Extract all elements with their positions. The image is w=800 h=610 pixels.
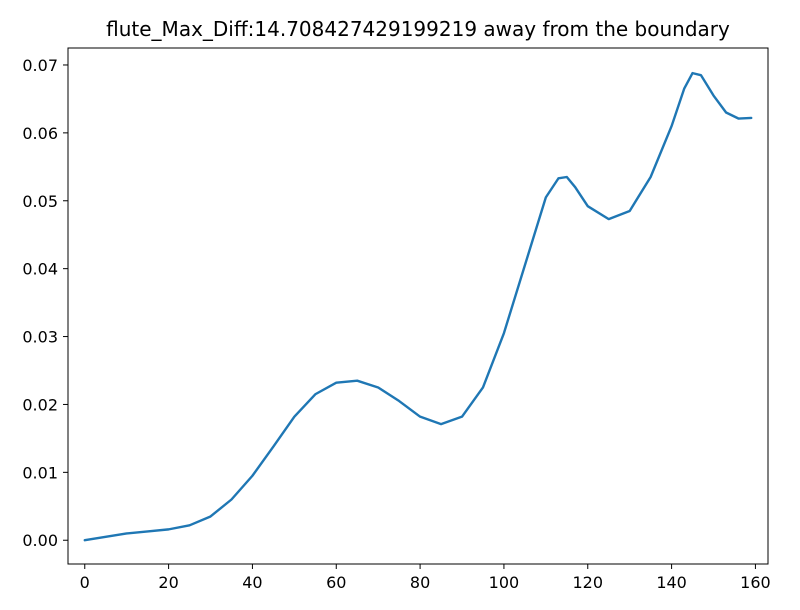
x-tick-label: 80 <box>410 573 430 592</box>
x-tick-label: 60 <box>326 573 346 592</box>
plot-area: 0 20 40 60 80 100 120 140 160 0.00 0.01 0.02 0.03 0.0… <box>22 47 771 592</box>
x-tick-label: 100 <box>489 573 520 592</box>
y-tick-label: 0.01 <box>22 463 58 482</box>
x-tick-label: 140 <box>656 573 687 592</box>
y-tick-label: 0.00 <box>22 531 58 550</box>
x-tick-label: 20 <box>158 573 178 592</box>
series-line-0 <box>83 71 753 542</box>
chart-title: flute_Max_Diff:14.708427429199219 away f… <box>106 17 730 41</box>
y-tick-label: 0.04 <box>22 260 58 279</box>
x-tick-label: 120 <box>572 573 603 592</box>
x-tick-label: 160 <box>740 573 771 592</box>
y-tick-label: 0.06 <box>22 124 58 143</box>
y-tick-label: 0.05 <box>22 192 58 211</box>
y-tick-label: 0.07 <box>22 56 58 75</box>
x-tick-label: 0 <box>80 573 90 592</box>
y-tick-label: 0.02 <box>22 395 58 414</box>
x-tick-label: 40 <box>242 573 262 592</box>
axes-frame <box>67 47 769 565</box>
y-tick-label: 0.03 <box>22 328 58 347</box>
